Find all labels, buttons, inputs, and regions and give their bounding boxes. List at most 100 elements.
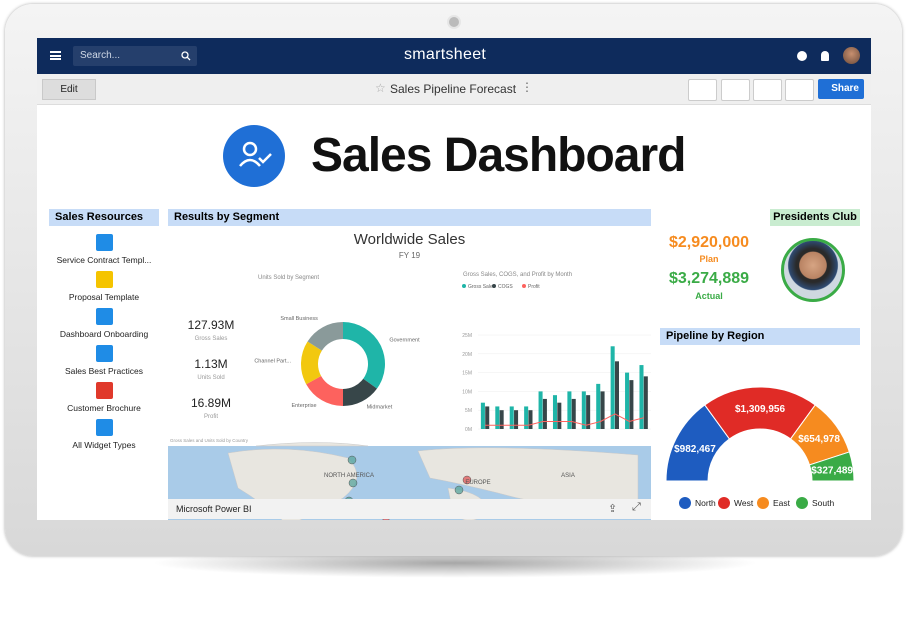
settings-button[interactable] (785, 79, 814, 101)
donut-title: Units Sold by Segment (258, 275, 319, 281)
footer-label: Microsoft Power BI (176, 504, 252, 514)
actual-value: $3,274,889 (668, 270, 750, 287)
donut-label: Enterprise (291, 403, 316, 409)
legend-label: Gross Sales (468, 284, 496, 290)
map-marker (462, 475, 472, 485)
bar (524, 406, 529, 429)
bar (485, 406, 490, 429)
camera (447, 15, 461, 29)
resource-item[interactable]: Sales Best Practices (49, 345, 159, 376)
resources-header: Sales Resources (49, 209, 159, 226)
resource-item[interactable]: Customer Brochure (49, 382, 159, 413)
edit-button[interactable]: Edit (42, 79, 96, 100)
actual-label: Actual (695, 291, 723, 301)
map-marker (348, 478, 358, 488)
screen: Search... smartsheet Edit ☆ Sales Pipeli… (37, 38, 871, 520)
map-title: Gross Sales and Units Sold by Country (170, 438, 249, 443)
resource-label: Dashboard Onboarding (59, 329, 149, 339)
globe-button[interactable] (688, 79, 717, 101)
brand: smartsheet (404, 46, 487, 63)
map-label: NORTH AMERICA (324, 473, 374, 479)
share-report-icon[interactable]: ⇪ (608, 503, 618, 515)
filter-button[interactable] (721, 79, 750, 101)
donut-slice (307, 322, 343, 351)
bar (629, 380, 634, 429)
resource-item[interactable]: Proposal Template (49, 271, 159, 302)
resource-icon (95, 234, 113, 251)
report-title: Worldwide Sales (353, 231, 466, 248)
bar (639, 365, 644, 429)
donut-slice (343, 378, 377, 406)
resource-item[interactable]: Dashboard Onboarding (49, 308, 159, 339)
profit-line (485, 413, 644, 426)
resource-label: Service Contract Templ... (56, 255, 152, 265)
donut-label: Channel Part... (254, 358, 291, 364)
map-marker (454, 485, 464, 495)
legend-dot (492, 284, 496, 288)
legend-dot (796, 497, 808, 509)
resource-icon (95, 419, 113, 436)
kpi-value: 127.93M (188, 318, 235, 332)
bar (542, 398, 547, 429)
share-label: Share (831, 83, 859, 94)
employee-photo (781, 238, 845, 302)
map-label: ASIA (561, 473, 575, 479)
y-tick-label: 20M (462, 352, 472, 358)
bar (552, 395, 558, 429)
kpi-value: 1.13M (194, 357, 227, 371)
sheet-title: Sales Pipeline Forecast (390, 82, 517, 96)
power-bi-report: 127.93M Gross Sales 1.13M Units Sold 16.89M P… (168, 272, 651, 520)
legend-label: COGS (498, 284, 513, 290)
avatar[interactable] (843, 47, 860, 64)
bar (528, 410, 533, 429)
bell-icon[interactable] (821, 51, 829, 61)
plan-value: $2,920,000 (668, 234, 750, 251)
report-footer: Microsoft Power BI ⇪ ⤢ (168, 499, 651, 519)
bar (495, 406, 500, 429)
bar (499, 410, 504, 429)
resource-label: Proposal Template (68, 292, 140, 302)
legend-dot (757, 497, 769, 509)
resource-label: Sales Best Practices (65, 366, 143, 376)
more-icon[interactable]: ⋮ (521, 80, 533, 94)
y-tick-label: 15M (462, 371, 472, 377)
legend-label: Profit (528, 284, 540, 290)
y-tick-label: 5M (465, 408, 472, 414)
legend-label: West (734, 498, 754, 508)
pipeline-chart: $982,467 $1,309,956 $654,978 $327,489 North W… (665, 386, 855, 509)
favorite-star[interactable]: ☆ (375, 81, 386, 95)
present-button[interactable] (753, 79, 782, 101)
report-subtitle: FY 19 (398, 251, 421, 260)
resource-icon (95, 271, 113, 288)
search-icon (181, 51, 191, 61)
legend-dot (679, 497, 691, 509)
pipeline-header: Pipeline by Region (660, 328, 860, 345)
donut-slice (306, 376, 343, 406)
bar (538, 391, 543, 429)
bar (643, 376, 648, 429)
y-tick-label: 25M (462, 333, 472, 339)
bar (600, 391, 605, 429)
search-box[interactable]: Search... (73, 46, 197, 66)
gauge-value-label: $327,489 (811, 466, 853, 477)
map-marker (347, 455, 357, 465)
plan-label: Plan (699, 254, 719, 264)
resource-item[interactable]: Service Contract Templ... (49, 234, 159, 265)
expand-icon[interactable]: ⤢ (632, 501, 641, 513)
kpi-label: Profit (204, 414, 218, 420)
help-icon[interactable] (797, 51, 807, 61)
legend-dot (718, 497, 730, 509)
share-button[interactable]: Share (818, 79, 864, 99)
kpi-value: 16.89M (191, 396, 231, 410)
gauge-value-label: $1,309,956 (735, 404, 785, 415)
menu-icon[interactable] (50, 51, 61, 60)
donut-label: Midmarket (367, 405, 393, 411)
y-tick-label: 10M (462, 389, 472, 395)
top-bar: Search... smartsheet (37, 38, 871, 74)
legend-label: East (773, 498, 791, 508)
bar (514, 410, 519, 429)
kpi-label: Units Sold (197, 375, 224, 381)
resource-item[interactable]: All Widget Types (49, 419, 159, 450)
user-check-icon (239, 141, 272, 167)
